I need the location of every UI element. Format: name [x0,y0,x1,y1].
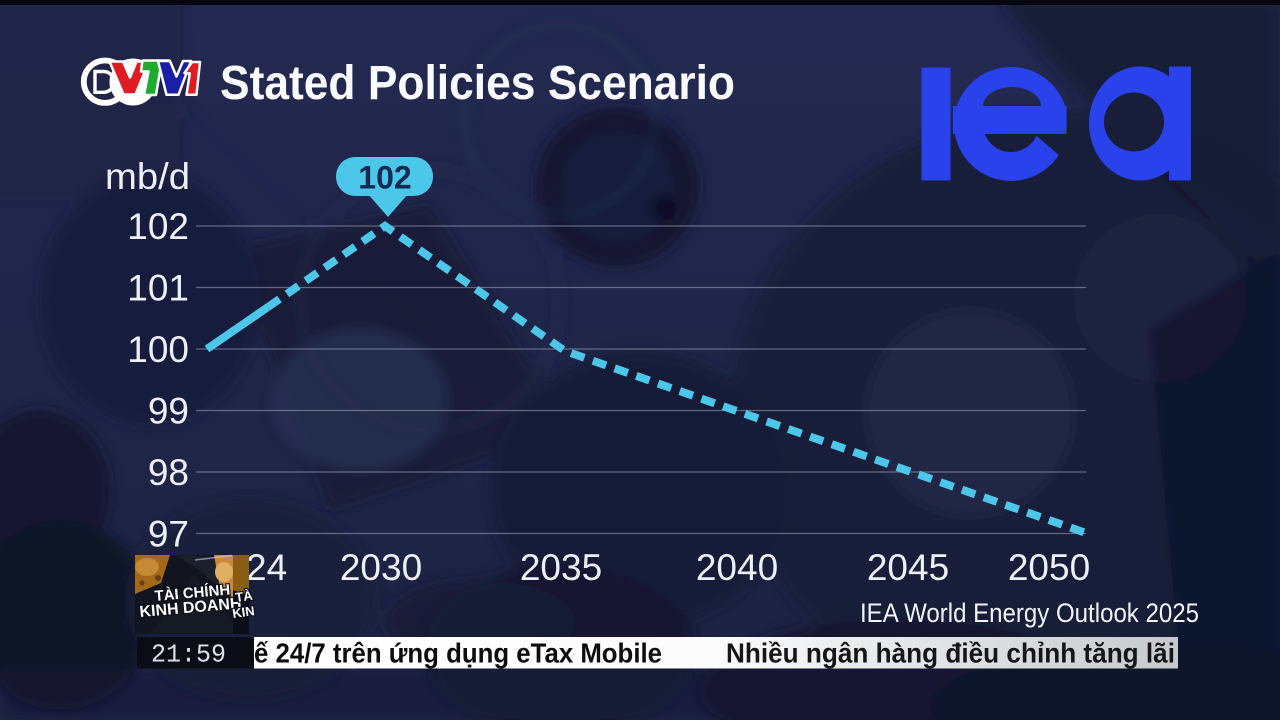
svg-text:2050: 2050 [1008,547,1090,588]
svg-text:IEA World Energy Outlook 2025: IEA World Energy Outlook 2025 [860,598,1199,628]
svg-text:99: 99 [148,391,189,432]
svg-text:Stated Policies Scenario: Stated Policies Scenario [220,57,735,110]
svg-text:98: 98 [148,452,189,493]
svg-text:2024: 2024 [205,547,287,588]
svg-text:21:59: 21:59 [151,640,226,670]
svg-text:ế 24/7 trên ứng dụng eTax Mobi: ế 24/7 trên ứng dụng eTax Mobile [254,638,662,669]
svg-text:2045: 2045 [867,547,949,588]
svg-text:100: 100 [127,329,189,370]
svg-text:2035: 2035 [520,547,602,588]
svg-text:102: 102 [127,206,189,247]
svg-text:97: 97 [148,514,189,555]
svg-text:TÀ: TÀ [234,588,254,605]
svg-text:102: 102 [358,160,411,196]
svg-text:mb/d: mb/d [105,156,190,197]
svg-text:2040: 2040 [696,547,778,588]
svg-text:Nhiều ngân hàng điều chỉnh tăn: Nhiều ngân hàng điều chỉnh tăng lãi [726,638,1175,669]
svg-text:KIN: KIN [231,603,255,621]
svg-text:2030: 2030 [340,547,422,588]
svg-text:101: 101 [127,268,189,309]
